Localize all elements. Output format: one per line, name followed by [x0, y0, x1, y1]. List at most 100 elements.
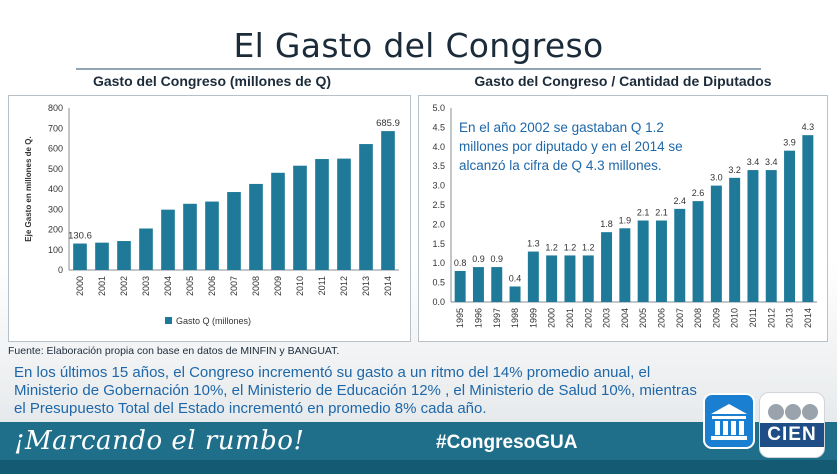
- spending-chart-panel: 0 100 200 300 400 500 600 700 800 2000 130.6 2001 20…: [8, 95, 411, 342]
- bar: [546, 255, 558, 302]
- hashtag: #CongresoGUA: [436, 432, 578, 453]
- data-label: 1.2: [545, 242, 558, 252]
- x-tick-label: 2008: [251, 276, 261, 296]
- x-tick-label: 1995: [455, 308, 465, 328]
- y-tick-label: 800: [48, 103, 63, 113]
- summary-text: En los últimos 15 años, el Congreso incr…: [14, 364, 697, 417]
- x-tick-label: 2002: [119, 276, 129, 296]
- x-tick-label: 2005: [185, 276, 195, 296]
- x-tick-label: 2003: [602, 308, 612, 328]
- x-tick-label: 1997: [492, 308, 502, 328]
- data-label: 3.2: [728, 165, 741, 175]
- data-label: 2.1: [637, 208, 650, 218]
- y-tick-label: 3.5: [432, 161, 445, 171]
- x-tick-label: 2013: [785, 308, 795, 328]
- data-label: 4.3: [802, 122, 815, 132]
- annotation-line: millones por diputado y en el 2014 se: [459, 139, 683, 154]
- data-label: 2.6: [692, 188, 705, 198]
- title-divider: [76, 68, 761, 70]
- x-tick-label: 2009: [711, 308, 721, 328]
- bar: [293, 165, 307, 270]
- data-label: 3.9: [783, 138, 796, 148]
- bar: [249, 183, 263, 270]
- x-tick-label: 2005: [638, 308, 648, 328]
- x-tick-label: 2010: [730, 308, 740, 328]
- bar: [637, 220, 649, 302]
- x-tick-label: 2002: [583, 308, 593, 328]
- y-tick-label: 4.5: [432, 122, 445, 132]
- x-tick-label: 2003: [141, 276, 151, 296]
- x-tick-label: 1998: [510, 308, 520, 328]
- data-label: 0.9: [490, 254, 503, 264]
- x-tick-label: 2007: [675, 308, 685, 328]
- bar: [692, 201, 704, 302]
- bar: [271, 172, 285, 270]
- y-tick-label: 400: [48, 184, 63, 194]
- y-tick-label: 1.0: [432, 258, 445, 268]
- slogan: ¡Marcando el rumbo!: [14, 426, 305, 456]
- x-tick-label: 1996: [473, 308, 483, 328]
- data-label: 130.6: [68, 231, 92, 242]
- spending-chart: 0 100 200 300 400 500 600 700 800 2000 130.6 2001 20…: [24, 103, 400, 326]
- x-tick-label: 2006: [207, 276, 217, 296]
- x-tick-label: 2013: [361, 276, 371, 296]
- per-deputy-chart: 0.0 0.5 1.0 1.5 2.0 2.5 3.0 3.5 4.0 4.5 5.0 0.8 1995…: [432, 103, 817, 328]
- data-label: 2.1: [655, 208, 668, 218]
- bar: [454, 270, 466, 302]
- y-tick-label: 2.5: [432, 200, 445, 210]
- y-tick-label: 700: [48, 123, 63, 133]
- legend-swatch: [165, 317, 172, 324]
- y-tick-label: 1.5: [432, 239, 445, 249]
- y-tick-label: 200: [48, 225, 63, 235]
- bar: [564, 255, 576, 302]
- annotation-line: En el año 2002 se gastaban Q 1.2: [459, 120, 664, 135]
- data-label: 1.2: [564, 242, 577, 252]
- bar: [139, 228, 153, 270]
- data-label: 3.4: [765, 157, 778, 167]
- bar: [117, 241, 131, 270]
- bar: [95, 242, 109, 270]
- bar: [381, 131, 395, 270]
- x-tick-label: 2011: [748, 308, 758, 327]
- x-tick-label: 2007: [229, 276, 239, 296]
- bar: [601, 232, 613, 302]
- bar: [582, 255, 594, 302]
- bar: [472, 267, 484, 302]
- bar: [183, 203, 197, 270]
- bar: [747, 170, 759, 302]
- data-label: 0.9: [472, 254, 485, 264]
- legend-label: Gasto Q (millones): [176, 316, 251, 326]
- data-label: 0.8: [454, 258, 467, 268]
- data-label: 685.9: [376, 118, 400, 129]
- data-label: 0.4: [509, 273, 522, 283]
- x-tick-label: 2012: [339, 276, 349, 296]
- data-label: 1.2: [582, 242, 595, 252]
- x-tick-label: 2014: [803, 308, 813, 328]
- bar: [765, 170, 777, 302]
- y-tick-label: 0.0: [432, 297, 445, 307]
- bar: [710, 185, 722, 302]
- bar: [73, 243, 87, 270]
- data-label: 3.0: [710, 173, 723, 183]
- y-tick-label: 0: [58, 265, 63, 275]
- y-axis-title: Eje Gasto en millones de Q.: [24, 136, 33, 241]
- y-tick-label: 0.5: [432, 278, 445, 288]
- y-tick-label: 3.0: [432, 181, 445, 191]
- x-tick-label: 2014: [383, 276, 393, 296]
- x-tick-label: 2009: [273, 276, 283, 296]
- footer-bar: [0, 422, 837, 460]
- data-label: 1.3: [527, 239, 540, 249]
- x-tick-label: 2001: [565, 308, 575, 328]
- cien-label: CIEN: [760, 423, 824, 447]
- source-note: Fuente: Elaboración propia con base en d…: [8, 345, 340, 357]
- data-label: 1.9: [619, 215, 632, 225]
- y-tick-label: 600: [48, 144, 63, 154]
- bar: [729, 177, 741, 302]
- footer-bottom-strip: [0, 460, 837, 474]
- x-tick-label: 2004: [620, 308, 630, 328]
- congress-building-icon: [703, 393, 755, 449]
- cien-logo: CIEN: [759, 392, 825, 458]
- bar: [315, 159, 329, 270]
- y-tick-label: 2.0: [432, 219, 445, 229]
- bar: [784, 150, 796, 302]
